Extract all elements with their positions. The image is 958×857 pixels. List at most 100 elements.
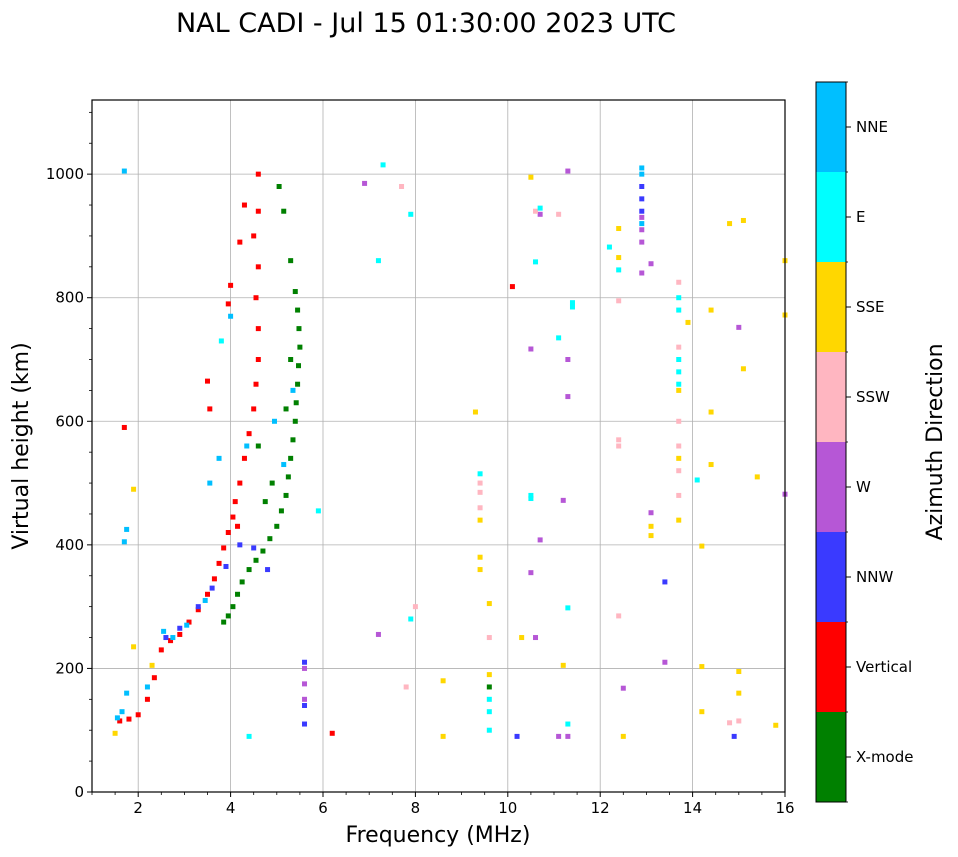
data-point-ssw bbox=[477, 505, 483, 511]
data-point-e bbox=[676, 369, 682, 375]
data-point-x-mode bbox=[225, 613, 231, 619]
data-point-vertical bbox=[255, 326, 261, 332]
data-point-ssw bbox=[676, 344, 682, 350]
data-points bbox=[112, 162, 788, 739]
data-point-e bbox=[676, 307, 682, 313]
data-point-x-mode bbox=[278, 508, 284, 514]
chart-title: NAL CADI - Jul 15 01:30:00 2023 UTC bbox=[176, 8, 676, 39]
data-point-vertical bbox=[205, 591, 210, 597]
data-point-ssw bbox=[477, 480, 483, 486]
data-point-x-mode bbox=[281, 208, 287, 214]
data-point-sse bbox=[477, 517, 483, 523]
data-point-e bbox=[315, 508, 321, 514]
data-point-e bbox=[616, 267, 622, 273]
data-point-x-mode bbox=[296, 363, 302, 369]
data-point-nnw bbox=[662, 579, 668, 585]
data-point-sse bbox=[699, 709, 705, 715]
data-point-x-mode bbox=[235, 591, 241, 597]
colorbar-label: W bbox=[856, 478, 871, 496]
data-point-vertical bbox=[228, 282, 234, 288]
data-point-nne bbox=[170, 635, 176, 641]
data-point-w bbox=[302, 665, 308, 671]
data-point-ssw bbox=[616, 613, 622, 619]
data-point-sse bbox=[486, 601, 492, 607]
data-point-nne bbox=[207, 480, 213, 486]
data-point-nne bbox=[202, 597, 208, 603]
data-point-sse bbox=[727, 221, 733, 227]
data-point-w bbox=[556, 733, 562, 739]
data-point-x-mode bbox=[267, 536, 273, 542]
data-point-w bbox=[528, 346, 534, 352]
colorbar-segment bbox=[816, 442, 846, 532]
data-point-e bbox=[676, 357, 682, 362]
colorbar-segment bbox=[816, 712, 846, 802]
data-point-sse bbox=[676, 387, 682, 393]
data-point-nne bbox=[124, 690, 130, 696]
data-point-vertical bbox=[205, 378, 210, 384]
data-point-x-mode bbox=[292, 289, 298, 295]
data-point-vertical bbox=[211, 576, 217, 582]
data-point-vertical bbox=[237, 239, 243, 245]
data-point-vertical bbox=[126, 716, 132, 722]
x-tick-label: 12 bbox=[591, 799, 610, 817]
data-point-vertical bbox=[329, 730, 335, 736]
data-point-x-mode bbox=[283, 492, 289, 498]
data-point-w bbox=[533, 635, 539, 641]
data-point-x-mode bbox=[269, 480, 275, 486]
data-point-sse bbox=[708, 462, 714, 468]
data-point-sse bbox=[685, 319, 691, 325]
data-point-sse bbox=[708, 409, 714, 415]
data-point-vertical bbox=[241, 455, 247, 461]
data-point-e bbox=[380, 162, 386, 168]
x-tick-label: 16 bbox=[775, 799, 794, 817]
data-point-x-mode bbox=[486, 684, 492, 690]
data-point-nnw bbox=[195, 604, 201, 610]
colorbar: X-mode Vertical NNW W SSW SSE E NNE bbox=[815, 81, 913, 803]
data-point-sse bbox=[648, 523, 654, 529]
data-point-w bbox=[662, 659, 668, 665]
y-tick-label: 200 bbox=[55, 659, 84, 677]
data-point-w bbox=[537, 211, 543, 217]
y-axis-label: Virtual height (km) bbox=[9, 342, 34, 549]
data-point-nne bbox=[119, 709, 125, 715]
data-point-sse bbox=[477, 567, 483, 573]
y-tick-label: 1000 bbox=[46, 165, 84, 183]
data-point-sse bbox=[754, 474, 760, 480]
data-point-vertical bbox=[151, 675, 157, 681]
data-point-sse bbox=[440, 678, 446, 684]
data-point-e bbox=[408, 211, 414, 217]
data-point-x-mode bbox=[296, 326, 302, 332]
data-point-w bbox=[565, 168, 571, 174]
data-point-vertical bbox=[216, 560, 222, 566]
data-point-x-mode bbox=[292, 418, 298, 424]
data-point-x-mode bbox=[288, 357, 294, 362]
data-point-vertical bbox=[158, 647, 164, 653]
data-point-nnw bbox=[251, 545, 257, 551]
data-point-sse bbox=[616, 255, 622, 261]
data-point-nnw bbox=[163, 635, 169, 641]
data-point-x-mode bbox=[297, 344, 303, 350]
data-point-vertical bbox=[509, 284, 515, 290]
data-point-vertical bbox=[253, 381, 259, 387]
data-point-ssw bbox=[556, 211, 562, 217]
data-point-w bbox=[528, 570, 534, 576]
x-axis-label: Frequency (MHz) bbox=[346, 823, 531, 848]
data-point-sse bbox=[676, 455, 682, 461]
data-point-x-mode bbox=[255, 443, 261, 449]
x-tick-label: 2 bbox=[133, 799, 143, 817]
data-point-vertical bbox=[135, 712, 141, 718]
data-point-ssw bbox=[727, 720, 733, 726]
data-point-w bbox=[639, 239, 645, 245]
data-point-e bbox=[565, 605, 571, 611]
data-point-vertical bbox=[251, 233, 257, 239]
data-point-x-mode bbox=[239, 579, 245, 585]
data-point-vertical bbox=[168, 638, 174, 644]
data-point-x-mode bbox=[246, 567, 252, 573]
data-point-vertical bbox=[255, 208, 261, 214]
data-point-nne bbox=[290, 387, 296, 393]
data-point-ssw bbox=[403, 684, 409, 690]
data-point-vertical bbox=[255, 171, 261, 177]
data-point-ssw bbox=[676, 468, 682, 474]
grid-lines bbox=[92, 100, 785, 792]
data-point-x-mode bbox=[290, 437, 296, 443]
